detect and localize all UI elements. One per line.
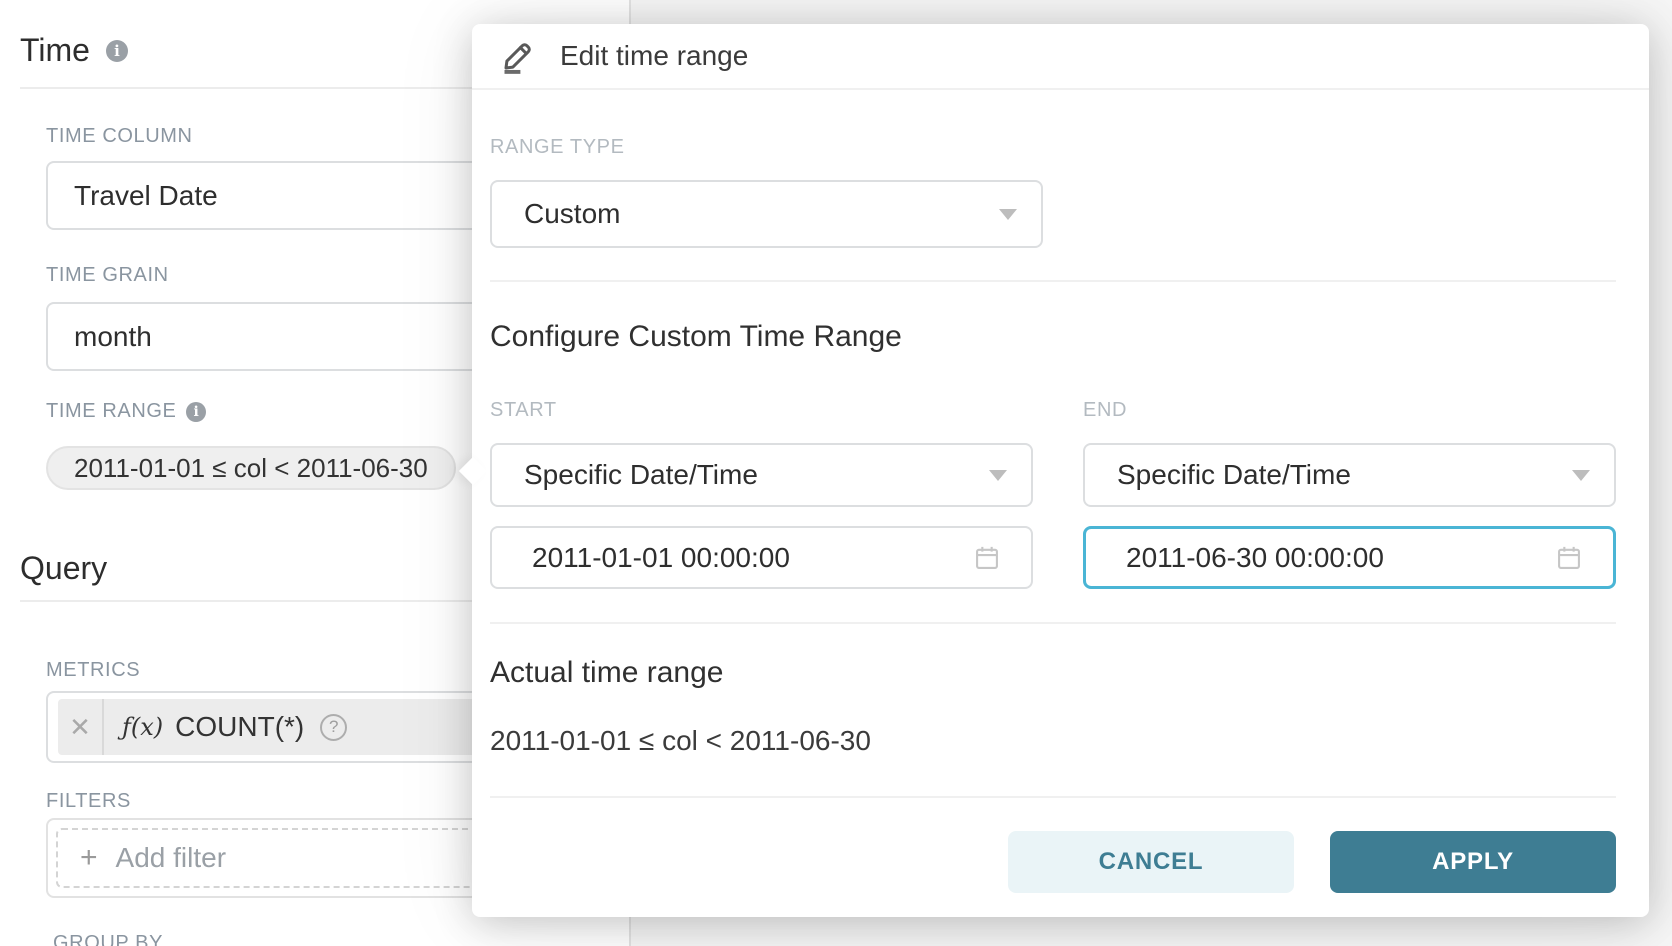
info-icon[interactable]: i bbox=[186, 401, 207, 422]
divider bbox=[490, 622, 1616, 624]
end-datetime-value: 2011-06-30 00:00:00 bbox=[1126, 541, 1384, 573]
start-type-select[interactable]: Specific Date/Time bbox=[490, 443, 1033, 507]
start-type-value: Specific Date/Time bbox=[524, 459, 758, 490]
query-section-heading: Query bbox=[20, 550, 107, 587]
plus-icon: + bbox=[80, 841, 98, 874]
time-grain-label: TIME GRAIN bbox=[46, 264, 169, 286]
edit-pencil-icon bbox=[504, 43, 531, 74]
divider bbox=[20, 87, 629, 89]
divider bbox=[490, 280, 1616, 282]
time-range-value: 2011-01-01 ≤ col < 2011-06-30 bbox=[74, 452, 428, 483]
time-range-pill[interactable]: 2011-01-01 ≤ col < 2011-06-30 bbox=[46, 446, 456, 490]
configure-heading: Configure Custom Time Range bbox=[490, 320, 902, 353]
chevron-down-icon bbox=[989, 470, 1007, 481]
popover-header: Edit time range bbox=[472, 24, 1649, 90]
metric-chip[interactable]: ✕ ƒ(x) COUNT(*) ? bbox=[58, 699, 548, 755]
divider bbox=[490, 796, 1616, 798]
query-section-title: Query bbox=[20, 550, 108, 586]
time-section-title: Time bbox=[20, 32, 90, 68]
add-filter-label: Add filter bbox=[115, 842, 227, 873]
popover-title: Edit time range bbox=[560, 40, 749, 71]
group-by-label: GROUP BY bbox=[53, 932, 164, 946]
info-icon[interactable]: i bbox=[105, 39, 128, 62]
remove-metric-icon[interactable]: ✕ bbox=[58, 699, 104, 755]
range-type-value: Custom bbox=[524, 198, 621, 229]
time-column-label: TIME COLUMN bbox=[46, 125, 193, 147]
actual-time-range-value: 2011-01-01 ≤ col < 2011-06-30 bbox=[490, 725, 871, 756]
start-datetime-input[interactable]: 2011-01-01 00:00:00 bbox=[490, 526, 1033, 589]
time-grain-value: month bbox=[74, 320, 152, 352]
start-datetime-value: 2011-01-01 00:00:00 bbox=[532, 541, 790, 573]
end-label: END bbox=[1083, 399, 1128, 421]
calendar-icon bbox=[1558, 546, 1580, 569]
help-icon[interactable]: ? bbox=[320, 713, 348, 741]
apply-button[interactable]: APPLY bbox=[1330, 831, 1616, 893]
metric-name: COUNT(*) bbox=[175, 711, 305, 742]
time-column-value: Travel Date bbox=[74, 179, 218, 211]
calendar-icon bbox=[976, 546, 998, 569]
end-datetime-input[interactable]: 2011-06-30 00:00:00 bbox=[1083, 526, 1616, 589]
time-range-label: TIME RANGE i bbox=[46, 400, 207, 423]
filters-label: FILTERS bbox=[46, 790, 131, 812]
edit-time-range-popover: Edit time range RANGE TYPE Custom Config… bbox=[458, 24, 1649, 917]
range-type-select[interactable]: Custom bbox=[490, 180, 1043, 248]
actual-time-range-heading: Actual time range bbox=[490, 656, 724, 689]
chevron-down-icon bbox=[1572, 470, 1590, 481]
start-label: START bbox=[490, 399, 557, 421]
cancel-button[interactable]: CANCEL bbox=[1008, 831, 1294, 893]
divider bbox=[20, 600, 629, 602]
chevron-down-icon bbox=[999, 209, 1017, 220]
metrics-label: METRICS bbox=[46, 659, 141, 681]
function-icon: ƒ(x) bbox=[122, 713, 164, 741]
add-filter-button[interactable]: + Add filter bbox=[56, 828, 550, 888]
end-type-select[interactable]: Specific Date/Time bbox=[1083, 443, 1616, 507]
time-section-heading: Time i bbox=[20, 32, 128, 69]
range-type-label: RANGE TYPE bbox=[490, 136, 625, 158]
end-type-value: Specific Date/Time bbox=[1117, 459, 1351, 490]
